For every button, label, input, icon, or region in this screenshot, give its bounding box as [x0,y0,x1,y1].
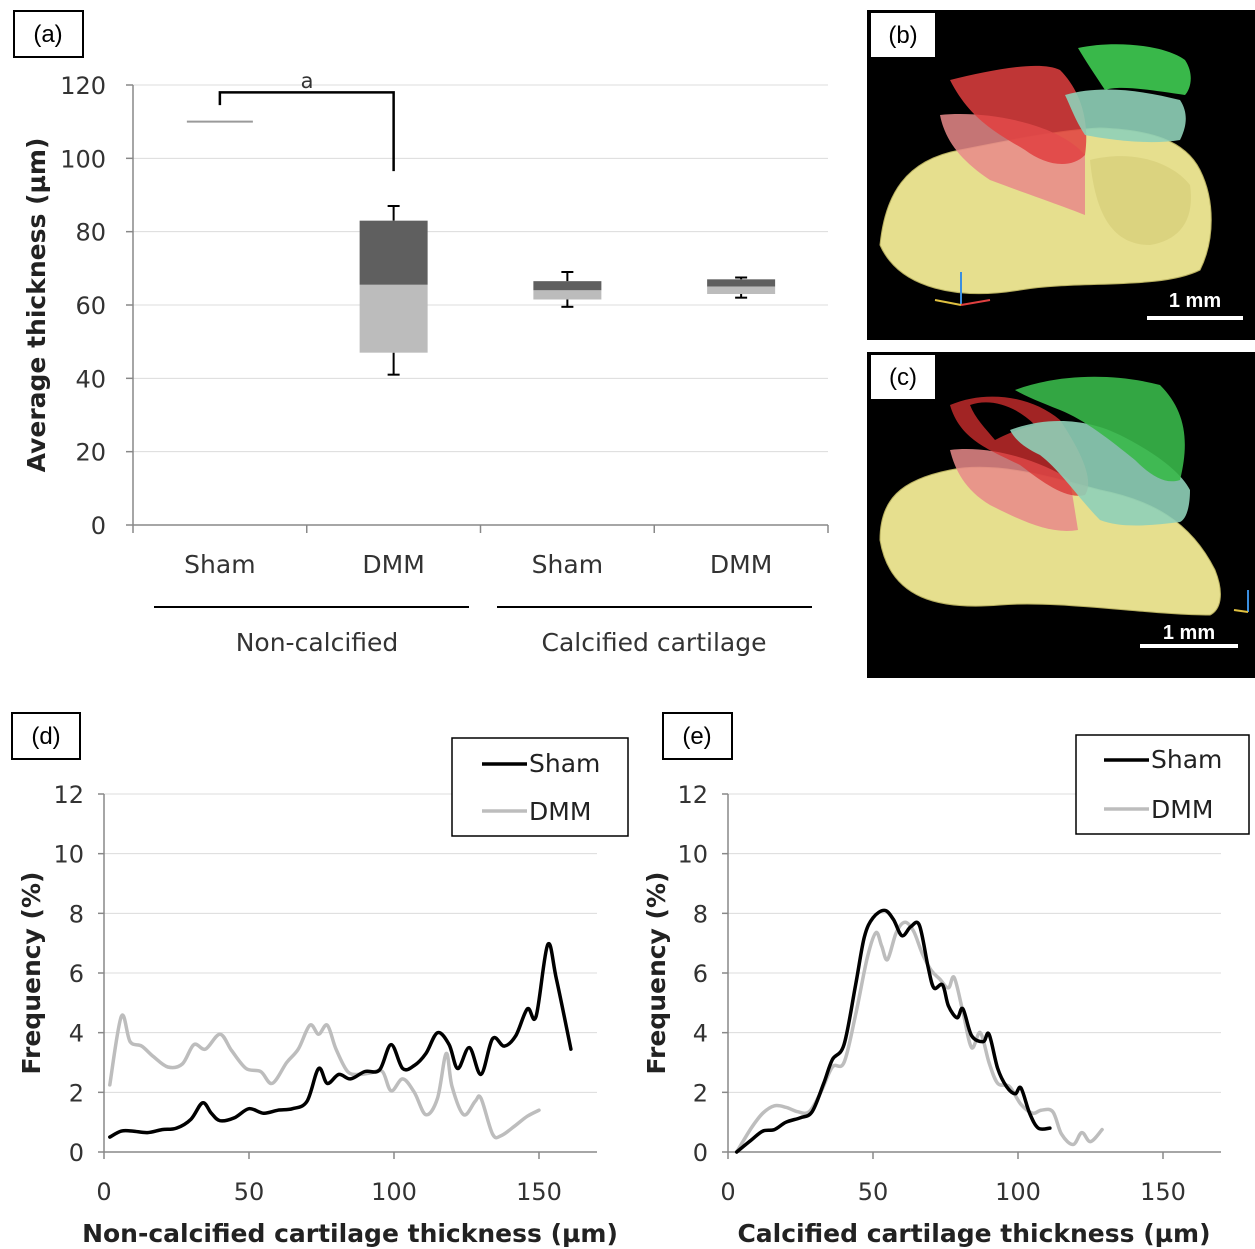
box-lower [707,286,776,294]
panel-b-scale-label: 1 mm [1169,290,1221,312]
panel-d-legend-dmm: DMM [529,797,591,826]
series-line-dmm [734,920,1104,1154]
y-tick-label: 2 [69,1079,84,1107]
panel-e-legend-box [1075,734,1250,835]
panel-e-label: (e) [682,723,711,750]
y-tick-label: 12 [677,781,708,809]
green-cartilage-c [1015,376,1185,482]
y-tick-label: 0 [91,512,106,540]
x-tick-label: 150 [516,1178,562,1206]
y-tick-label: 10 [677,841,708,869]
box-lower [533,290,602,300]
y-tick-label: 8 [69,900,84,928]
bone-condyle [1090,156,1191,245]
group-label-non-calcified: Non-calcified [236,628,399,657]
x-tick-label: 0 [96,1178,111,1206]
series-line-sham [108,941,573,1139]
panel-d-legend: Sham DMM [451,737,629,837]
y-tick-label: 0 [69,1139,84,1167]
panel-d-label-box [11,712,81,760]
category-label: DMM [710,550,772,579]
x-tick-label: 100 [371,1178,417,1206]
panel-e-legend-sham: Sham [1151,745,1222,774]
red-cartilage [950,65,1087,165]
y-tick-label: 40 [75,365,106,393]
category-label: Sham [184,550,255,579]
panel-a-label-box [13,10,84,58]
x-tick-label: 0 [720,1178,735,1206]
panel-d-x-axis-label: Non-calcified cartilage thickness (µm) [82,1219,618,1248]
panel-d-legend-sham: Sham [529,749,600,778]
panel-e-line-chart: (e) 0 2 4 6 8 10 12 0 50 100 150 Frequency (%) Cal… [642,712,1250,1248]
panel-b-label: (b) [888,22,917,49]
panel-e-y-axis-label: Frequency (%) [642,872,671,1075]
panel-b-label-box [869,11,937,59]
category-label: Sham [532,550,603,579]
green-cartilage [1078,44,1191,95]
panel-c-label: (c) [889,364,917,391]
panel-e-legend-dmm: DMM [1151,795,1213,824]
y-tick-label: 2 [693,1079,708,1107]
category-label: DMM [362,550,424,579]
axis-gizmo-x [960,299,991,306]
x-tick-label: 100 [995,1178,1041,1206]
box-upper [359,220,428,285]
box-lower [359,284,428,353]
group-label-calcified: Calcified cartilage [542,628,767,657]
series-line-sham [734,908,1052,1154]
panel-a-y-axis-label: Average thickness (µm) [22,138,51,473]
significance-bracket [218,91,395,172]
y-tick-label: 6 [69,960,84,988]
y-tick-label: 10 [53,841,84,869]
panel-c-3d-render: 1 mm (c) [867,352,1255,678]
x-tick-label: 50 [234,1178,265,1206]
y-tick-label: 60 [75,292,106,320]
y-tick-label: 120 [60,72,106,100]
axis-gizmo-c-y [1233,609,1249,613]
red-cartilage-c-hole [970,402,1035,440]
panel-e-x-axis-label: Calcified cartilage thickness (µm) [737,1219,1210,1248]
panel-e-label-box [662,712,733,760]
teal-cartilage [1065,89,1186,143]
y-tick-label: 0 [693,1139,708,1167]
panel-c-scale-label: 1 mm [1163,622,1215,644]
axis-gizmo-y [934,299,962,306]
x-tick-label: 150 [1140,1178,1186,1206]
y-tick-label: 4 [69,1020,84,1048]
y-tick-label: 4 [693,1020,708,1048]
y-tick-label: 6 [693,960,708,988]
x-tick-label: 50 [858,1178,889,1206]
panel-d-y-axis-label: Frequency (%) [17,872,46,1075]
y-tick-label: 8 [693,900,708,928]
y-tick-label: 100 [60,145,106,173]
panel-a-box-plot: (a) 0 20 40 60 80 100 120 Sham DMM Sham DMM a Aver… [13,10,829,657]
panel-a-label: (a) [33,21,62,48]
box-upper [533,281,602,291]
y-tick-label: 80 [75,219,106,247]
panel-b-3d-render: 1 mm (b) [867,10,1255,340]
panel-e-legend: Sham DMM [1075,734,1250,835]
panel-c-label-box [869,353,937,401]
panel-d-legend-box [451,737,629,837]
panel-d-line-chart: (d) 0 2 4 6 8 10 12 0 50 100 150 Frequency (%) Non… [11,712,629,1248]
series-line-dmm [108,1013,541,1140]
y-tick-label: 12 [53,781,84,809]
panel-d-label: (d) [31,723,60,750]
significance-label: a [301,69,314,93]
teal-cartilage-c [1010,420,1190,526]
y-tick-label: 20 [75,439,106,467]
box-upper [707,279,776,287]
